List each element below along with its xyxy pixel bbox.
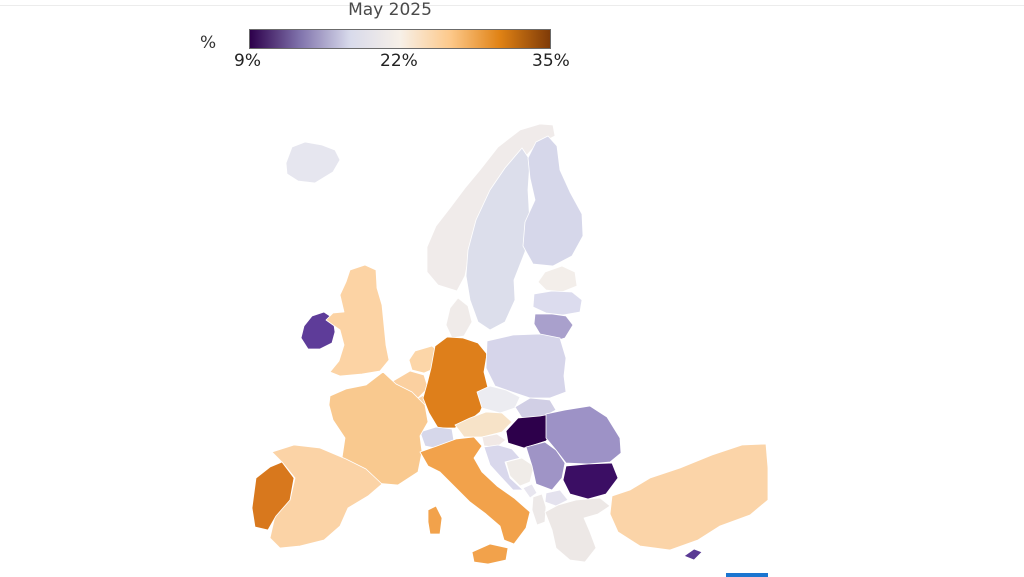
- region-bulgaria[interactable]: [562, 462, 619, 500]
- region-turkey[interactable]: [609, 443, 769, 551]
- region-greece[interactable]: [544, 497, 611, 563]
- region-albania[interactable]: [531, 493, 547, 526]
- region-finland[interactable]: [522, 135, 584, 267]
- region-bosnia-and-herzegovina[interactable]: [505, 457, 535, 487]
- region-latvia[interactable]: [532, 290, 583, 316]
- region-romania[interactable]: [545, 405, 622, 465]
- region-denmark[interactable]: [445, 297, 473, 339]
- region-united-kingdom[interactable]: [325, 264, 390, 377]
- region-north-macedonia[interactable]: [544, 489, 569, 507]
- region-portugal[interactable]: [251, 461, 295, 531]
- legend-mid-label: 22%: [380, 51, 418, 71]
- region-poland[interactable]: [485, 333, 567, 399]
- top-divider: [0, 5, 1024, 6]
- region-croatia[interactable]: [483, 444, 524, 491]
- corner-accent-bar: [726, 573, 768, 577]
- region-italy[interactable]: [419, 436, 531, 565]
- legend-title: May 2025: [348, 0, 432, 20]
- region-montenegro[interactable]: [522, 483, 538, 499]
- region-austria[interactable]: [454, 411, 513, 438]
- region-czechia[interactable]: [476, 385, 521, 414]
- region-iceland[interactable]: [285, 141, 341, 184]
- legend-unit: %: [200, 33, 217, 53]
- region-serbia[interactable]: [525, 441, 566, 491]
- legend-min-label: 9%: [234, 51, 261, 71]
- region-slovenia[interactable]: [481, 433, 507, 448]
- region-estonia[interactable]: [537, 265, 578, 293]
- color-scale-bar: [249, 29, 551, 49]
- legend-max-label: 35%: [532, 51, 570, 71]
- region-cyprus[interactable]: [683, 548, 703, 561]
